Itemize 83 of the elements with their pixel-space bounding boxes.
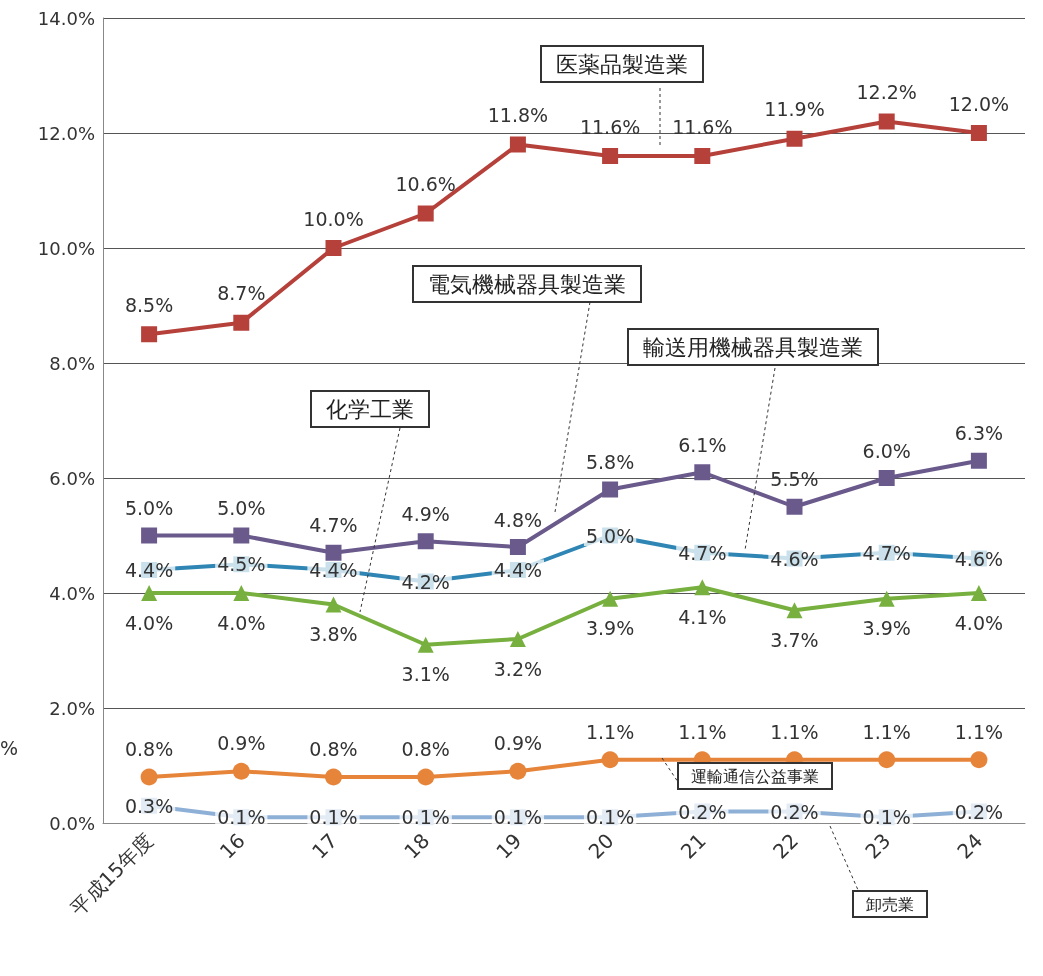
data-label: 11.9%: [764, 98, 825, 121]
data-label: 11.6%: [579, 115, 641, 138]
data-label: 4.4%: [309, 559, 358, 581]
data-label: 0.2%: [770, 800, 819, 823]
data-label: 10.6%: [395, 173, 456, 195]
data-label: 3.7%: [770, 628, 819, 651]
data-label: 4.0%: [954, 611, 1004, 634]
data-label: 1.1%: [585, 720, 635, 743]
data-label: 4.7%: [678, 541, 727, 564]
data-label: 3.2%: [493, 657, 543, 680]
data-label: 1.1%: [678, 720, 727, 743]
x-tick-label: 16: [214, 828, 250, 864]
data-label: 0.1%: [585, 806, 635, 829]
data-label: 0.9%: [493, 732, 543, 755]
y-tick-label: 2.0%: [49, 697, 95, 719]
data-label: 3.8%: [309, 623, 358, 645]
data-label: 0.1%: [401, 806, 450, 829]
text: 卸売業: [866, 894, 914, 914]
text: 医薬品製造業: [556, 51, 688, 77]
data-label: 4.1%: [678, 605, 727, 628]
x-tick-label: 23: [860, 828, 896, 864]
data-label: 3.9%: [862, 617, 911, 640]
data-label: 4.2%: [401, 570, 450, 593]
x-tick-label: 17: [307, 828, 342, 864]
x-tick-label: 20: [583, 828, 619, 864]
x-tick-label: 21: [675, 828, 711, 864]
series-label: 運輸通信公益事業: [691, 766, 819, 786]
data-label: 4.7%: [309, 514, 358, 537]
data-label: 1.1%: [954, 720, 1004, 743]
data-label: 12.2%: [856, 81, 917, 103]
text: 電気機械器具製造業: [428, 271, 626, 297]
data-label: 5.0%: [217, 497, 266, 519]
data-label: 3.1%: [401, 663, 450, 686]
data-label: 4.4%: [493, 559, 543, 581]
data-label: 6.0%: [862, 439, 911, 462]
y-tick-label: 14.0%: [37, 7, 95, 29]
data-label: 0.9%: [217, 732, 266, 755]
y-tick-label: 8.0%: [49, 352, 95, 374]
data-label: 3.9%: [585, 617, 635, 640]
data-label: 5.0%: [124, 497, 174, 519]
x-tick-label: 22: [768, 828, 803, 864]
x-tick-label: 19: [491, 828, 527, 864]
x-tick-label: 18: [399, 828, 435, 864]
y-tick-label: 10.0%: [37, 237, 95, 259]
data-label: 0.1%: [862, 806, 911, 829]
data-label: 12.0%: [948, 92, 1010, 115]
data-label: 0.2%: [954, 800, 1004, 823]
data-label: 4.0%: [124, 611, 174, 634]
data-label: 0.8%: [124, 738, 174, 760]
y-axis-title: %: [0, 736, 19, 759]
data-label: 4.5%: [217, 553, 266, 576]
text: 化学工業: [326, 396, 414, 422]
data-label: 4.9%: [401, 502, 450, 525]
data-label: 0.1%: [493, 806, 543, 829]
data-label: 6.3%: [954, 422, 1004, 445]
y-tick-label: 6.0%: [49, 467, 95, 489]
text: 輸送用機械器具製造業: [643, 334, 863, 360]
data-label: 4.6%: [954, 547, 1004, 570]
data-label: 8.5%: [124, 293, 174, 316]
data-label: 4.7%: [862, 541, 911, 564]
y-tick-label: 4.0%: [49, 582, 95, 604]
data-label: 1.1%: [770, 720, 819, 743]
data-label: 0.8%: [401, 738, 450, 760]
data-label: 4.8%: [493, 508, 543, 531]
y-tick-label: 12.0%: [37, 122, 95, 144]
data-label: 0.3%: [124, 794, 174, 817]
data-label: 4.4%: [124, 559, 174, 581]
data-label: 5.0%: [585, 524, 635, 547]
data-label: 0.8%: [309, 738, 358, 760]
data-label: 0.2%: [678, 800, 727, 823]
data-label: 8.7%: [217, 282, 266, 305]
data-label: 4.6%: [770, 547, 819, 570]
data-label: 0.1%: [309, 806, 358, 829]
data-label: 6.1%: [678, 433, 727, 456]
data-label: 0.1%: [217, 806, 266, 829]
data-label: 4.0%: [217, 611, 266, 634]
data-label: 11.6%: [672, 115, 733, 138]
data-label: 11.8%: [487, 104, 549, 126]
data-label: 10.0%: [303, 207, 364, 230]
y-tick-label: 0.0%: [49, 812, 95, 834]
data-label: 1.1%: [862, 720, 911, 743]
data-label: 5.8%: [585, 451, 635, 473]
x-tick-label: 24: [952, 828, 988, 864]
